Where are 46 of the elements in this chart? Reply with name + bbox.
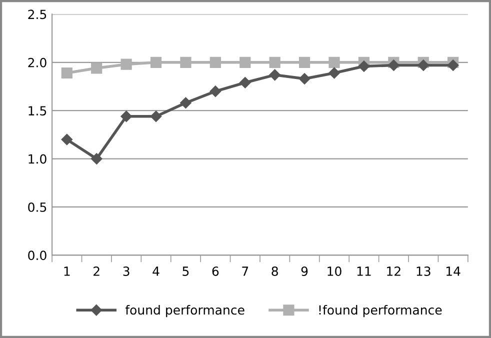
point — [150, 56, 162, 68]
point — [418, 60, 429, 71]
point — [240, 56, 251, 68]
point — [210, 86, 222, 97]
point — [269, 56, 280, 68]
point — [240, 77, 251, 88]
x-tick-label: 7 — [242, 266, 248, 276]
point — [91, 153, 102, 164]
x-tick-label: 2 — [94, 266, 100, 276]
point — [150, 110, 162, 122]
y-tick-label: 2.0 — [28, 58, 46, 68]
point — [180, 97, 192, 108]
x-tick-label: 8 — [272, 266, 278, 276]
x-tick-label: 14 — [446, 266, 460, 276]
y-tick-label: 0.0 — [28, 250, 46, 260]
point — [447, 60, 459, 71]
point — [298, 56, 310, 68]
point — [358, 60, 370, 72]
x-tick-label: 10 — [328, 266, 342, 276]
x-tick-label: 6 — [212, 266, 219, 276]
point — [61, 67, 72, 79]
point — [180, 56, 192, 68]
x-tick-label: 9 — [301, 266, 308, 276]
y-tick-label: 2.5 — [28, 10, 46, 20]
legend-label: found performance — [125, 305, 244, 318]
y-tick-label: 1.0 — [28, 154, 46, 164]
point — [210, 56, 221, 68]
legend-label: !found performance — [319, 305, 442, 318]
y-tick-label: 1.5 — [28, 106, 46, 116]
point — [61, 134, 73, 146]
x-tick-label: 13 — [416, 266, 430, 276]
x-tick-label: 1 — [64, 266, 70, 276]
y-tick-label: 0.5 — [28, 202, 46, 212]
point — [120, 110, 132, 122]
point — [269, 69, 280, 81]
point — [388, 60, 400, 71]
point — [328, 56, 340, 68]
x-tick-label: 3 — [123, 266, 130, 276]
point — [91, 62, 102, 74]
point — [120, 58, 132, 70]
x-tick-label: 11 — [357, 266, 371, 276]
x-tick-label: 4 — [152, 266, 160, 276]
point — [298, 73, 310, 84]
point — [328, 67, 340, 79]
x-tick-label: 5 — [182, 266, 189, 276]
x-tick-label: 12 — [387, 266, 400, 276]
